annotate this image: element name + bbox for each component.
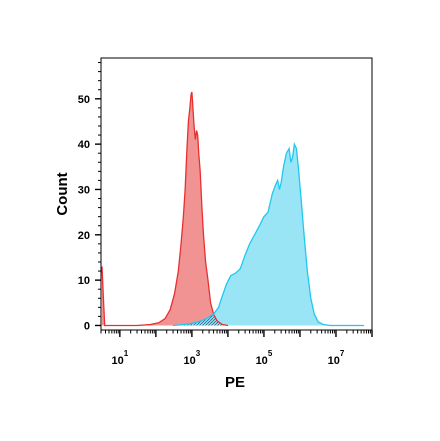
y-axis-label: Count (54, 172, 71, 215)
y-tick-label: 0 (84, 320, 90, 332)
x-tick-label: 103 (184, 349, 201, 367)
y-tick-label: 20 (78, 230, 90, 242)
series-1-outline (101, 91, 229, 327)
y-tick-label: 10 (78, 275, 90, 287)
x-axis-label: PE (225, 374, 245, 391)
x-tick-label: 107 (328, 349, 345, 367)
y-tick-label: 50 (78, 94, 90, 106)
overlap-region (173, 314, 228, 326)
plot-area (101, 91, 365, 327)
x-tick-label: 101 (111, 349, 128, 367)
x-tick-label: 105 (256, 349, 273, 367)
y-tick-label: 40 (78, 139, 90, 151)
series-1-area (102, 92, 228, 326)
plot-frame (100, 57, 373, 331)
axes-layer: 0 10 20 30 40 50 101 103 105 107 (78, 57, 373, 367)
series-2-outline (172, 141, 365, 327)
series-2-area (173, 144, 365, 326)
y-tick-label: 30 (78, 184, 90, 196)
